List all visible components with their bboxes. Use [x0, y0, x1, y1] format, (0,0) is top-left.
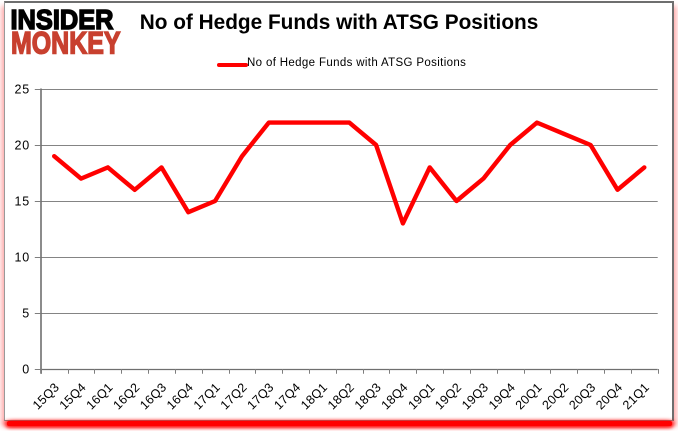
svg-text:19Q3: 19Q3	[459, 380, 491, 412]
svg-text:16Q1: 16Q1	[84, 380, 116, 412]
svg-text:21Q1: 21Q1	[620, 380, 652, 412]
svg-text:16Q2: 16Q2	[110, 380, 142, 412]
svg-text:15Q4: 15Q4	[57, 380, 89, 412]
svg-text:15Q3: 15Q3	[30, 380, 62, 412]
svg-text:10: 10	[14, 251, 30, 265]
svg-text:INSIDER: INSIDER	[11, 7, 114, 31]
svg-text:19Q2: 19Q2	[432, 380, 464, 412]
svg-text:18Q2: 18Q2	[325, 380, 357, 412]
svg-text:17Q4: 17Q4	[271, 380, 303, 412]
svg-text:19Q1: 19Q1	[405, 380, 437, 412]
svg-text:18Q3: 18Q3	[352, 380, 384, 412]
svg-text:17Q3: 17Q3	[245, 380, 277, 412]
svg-text:20: 20	[14, 139, 30, 153]
svg-text:5: 5	[22, 307, 30, 321]
svg-text:0: 0	[22, 363, 30, 377]
svg-text:18Q4: 18Q4	[379, 380, 411, 412]
svg-text:16Q4: 16Q4	[164, 380, 196, 412]
svg-text:15: 15	[14, 195, 30, 209]
svg-text:20Q4: 20Q4	[593, 380, 625, 412]
svg-text:20Q2: 20Q2	[540, 380, 572, 412]
svg-text:25: 25	[14, 83, 30, 97]
svg-text:20Q1: 20Q1	[513, 380, 545, 412]
svg-text:16Q3: 16Q3	[137, 380, 169, 412]
svg-text:17Q1: 17Q1	[191, 380, 223, 412]
svg-text:17Q2: 17Q2	[218, 380, 250, 412]
svg-text:20Q3: 20Q3	[566, 380, 598, 412]
svg-text:MONKEY: MONKEY	[11, 30, 121, 58]
svg-text:19Q4: 19Q4	[486, 380, 518, 412]
svg-text:18Q1: 18Q1	[298, 380, 330, 412]
